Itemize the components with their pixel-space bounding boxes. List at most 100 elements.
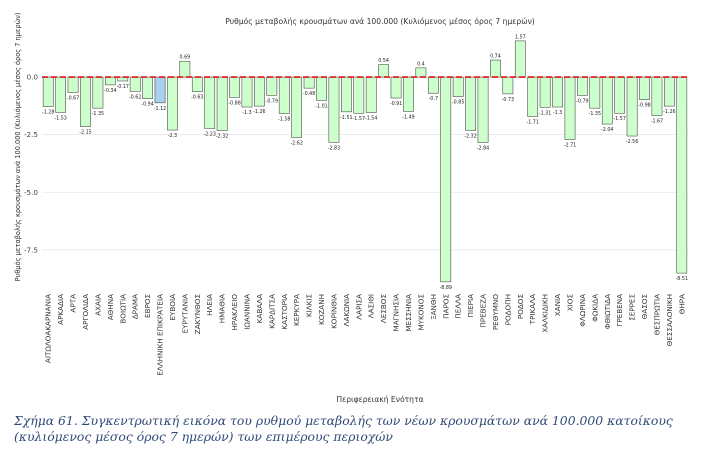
bar [254, 76, 265, 107]
bar-value-label: -0.7 [429, 96, 438, 102]
x-tick-label: ΦΩΚΙΔΑ [590, 294, 599, 322]
y-axis-label: Ρυθμός μεταβολής κρουσμάτων ανά 100.000 … [14, 13, 22, 282]
bar-value-label: -1.57 [353, 116, 365, 122]
bar [527, 76, 539, 117]
x-tick-label: ΘΗΡΑ [677, 294, 686, 314]
bar-value-label: -1.57 [613, 116, 625, 122]
x-tick-label: ΗΜΑΘΙΑ [218, 294, 227, 323]
x-tick-label: ΑΙΤΩΛΟΑΚΑΡΝΑΝΙΑ [44, 294, 53, 363]
bar [92, 76, 104, 109]
bar-value-label: -2.23 [203, 131, 215, 137]
bar-value-label: -2.04 [601, 127, 613, 133]
bar [514, 40, 526, 78]
bar [216, 76, 228, 131]
bar [502, 76, 514, 95]
bar-value-label: 0.74 [490, 54, 501, 60]
bars [42, 40, 688, 283]
x-tick-label: ΠΙΕΡΙΑ [466, 294, 475, 318]
bar [341, 76, 352, 113]
x-tick-label: ΗΛΕΙΑ [205, 294, 214, 316]
chart-title: Ρυθμός μεταβολής κρουσμάτων ανά 100.000 … [225, 17, 535, 26]
bar-value-label: 0.4 [417, 61, 425, 67]
bar [42, 76, 54, 107]
bar [129, 76, 141, 92]
bar [589, 76, 601, 109]
bar-value-label: -8.89 [440, 285, 452, 291]
bar [465, 76, 476, 131]
bar-value-label: -1.01 [315, 103, 327, 109]
x-tick-label: ΡΕΘΥΜΝΟ [491, 294, 500, 331]
bar-value-label: -0.62 [129, 94, 141, 100]
bar-value-label: -1.28 [42, 110, 54, 116]
bar [191, 76, 203, 92]
bar-value-label: -0.94 [141, 102, 153, 108]
bar-value-label: -0.79 [266, 98, 278, 104]
bar [278, 76, 290, 114]
bar [664, 76, 675, 107]
x-tick-label: ΙΩΑΝΝΙΝΑ [242, 294, 251, 330]
x-tick-label: ΦΘΙΩΤΙΔΑ [603, 294, 612, 329]
bar [403, 76, 414, 112]
bar [490, 59, 501, 78]
bar [241, 76, 253, 108]
bar [229, 76, 240, 98]
x-tick-label: ΑΧΑΙΑ [93, 294, 102, 316]
x-tick-label: ΚΕΡΚΥΡΑ [292, 294, 301, 326]
x-tick-label: ΡΟΔΟΣ [516, 294, 525, 320]
y-tick-label: -5.0 [24, 188, 38, 197]
bar-value-label: -1.35 [92, 111, 104, 117]
bar-value-label: -2.3 [168, 133, 177, 139]
bar [552, 76, 563, 108]
x-tick-label: ΚΙΛΚΙΣ [305, 294, 314, 318]
bar [614, 76, 626, 114]
bar-value-label: -0.73 [502, 97, 514, 103]
x-tick-label: ΕΥΒΟΙΑ [168, 294, 177, 321]
x-tick-label: ΛΕΣΒΟΣ [379, 294, 388, 324]
bar [378, 64, 389, 78]
x-tick-label: ΠΕΛΛΑ [454, 294, 463, 319]
x-tick-label: ΕΥΡΥΤΑΝΙΑ [180, 294, 189, 333]
x-tick-label: ΒΟΙΩΤΙΑ [118, 294, 127, 324]
y-axis: 0.0 -2.5 -5.0 -7.5 [24, 73, 38, 255]
bar-value-label: -1.71 [526, 119, 538, 125]
x-tick-label: ΧΑΛΚΙΔΙΚΗ [541, 294, 550, 333]
x-tick-label: ΛΑΚΩΝΙΑ [342, 294, 351, 327]
bar [440, 76, 452, 283]
x-tick-label: ΘΕΣΣΑΛΟΝΙΚΗ [665, 294, 674, 346]
x-tick-label: ΕΒΡΟΣ [143, 294, 152, 318]
bar-value-label: -0.17 [117, 84, 129, 90]
bar-value-label: -2.83 [328, 145, 340, 151]
bar-value-label: -1.12 [154, 106, 166, 112]
bar [365, 76, 377, 113]
bar-value-label: -0.79 [576, 98, 588, 104]
bar-value-label: 1.57 [515, 34, 526, 40]
x-axis-label: Περιφερειακή Ενότητα [336, 395, 423, 404]
bar-value-label: 0.54 [378, 58, 389, 64]
bar-value-label: -1.54 [365, 116, 377, 122]
bar [104, 76, 116, 86]
bar [117, 76, 129, 82]
bar [539, 76, 551, 108]
y-tick-label: -2.5 [24, 130, 38, 139]
x-tick-label: ΖΑΚΥΝΘΟΣ [193, 294, 202, 335]
bar [80, 76, 91, 127]
x-tick-label: ΚΟΡΙΝΘΙΑ [329, 294, 338, 329]
x-tick-label: ΕΛΛΗΝΙΚΗ ΕΠΙΚΡΑΤΕΙΑ [156, 294, 165, 376]
x-tick-label: ΜΑΓΝΗΣΙΑ [392, 294, 401, 332]
value-labels: -1.28-1.53 -0.67 -2.15 -1.35 -0.34-0.17-0.62… [42, 34, 688, 290]
x-tick-label: ΡΟΔΟΠΗ [503, 294, 512, 325]
bar-value-label: -1.26 [663, 109, 675, 115]
x-tick-label: ΚΑΣΤΟΡΙΑ [280, 294, 289, 330]
bar-value-label: -1.51 [340, 115, 352, 121]
bar [676, 76, 688, 274]
x-tick-label: ΑΡΚΑΔΙΑ [56, 294, 65, 325]
bar [303, 76, 315, 89]
bar-value-label: -0.88 [228, 100, 240, 106]
bar-value-label: 0.69 [180, 55, 191, 61]
bar [291, 76, 303, 138]
bar-value-label: -2.56 [626, 139, 638, 145]
figure-caption: Σχήμα 61. Συγκεντρωτική εικόνα του ρυθμο… [14, 413, 673, 444]
x-tick-label: ΠΑΡΟΣ [441, 294, 450, 319]
x-tick-label: ΔΡΑΜΑ [131, 294, 140, 319]
bar-value-label: -1.58 [278, 116, 290, 122]
